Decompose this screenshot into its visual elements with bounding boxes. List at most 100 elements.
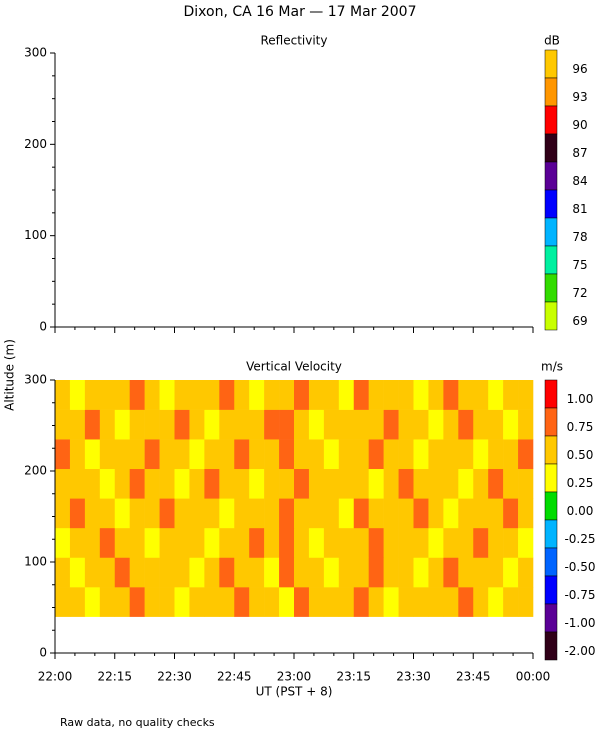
heatmap-cell xyxy=(55,439,71,470)
heatmap-cell xyxy=(189,468,205,499)
heatmap-cell xyxy=(189,527,205,558)
heatmap-cell xyxy=(338,409,355,440)
heatmap-cell xyxy=(69,557,86,588)
heatmap-cell xyxy=(279,498,295,529)
colorbar-box xyxy=(544,379,558,409)
heatmap-cell xyxy=(353,557,369,588)
heatmap-cell xyxy=(338,439,355,470)
heatmap-cell xyxy=(473,557,489,588)
heatmap-cell xyxy=(458,380,474,410)
heatmap-cell xyxy=(428,557,444,588)
heatmap-cell xyxy=(234,409,250,440)
colorbar-label: 0.50 xyxy=(567,448,594,462)
y-tick-label: 0 xyxy=(39,646,47,660)
heatmap-cell xyxy=(308,468,325,499)
heatmap-cell xyxy=(84,468,101,499)
heatmap-cell xyxy=(279,409,295,440)
heatmap-cell xyxy=(323,439,340,470)
x-tick-label: 22:45 xyxy=(217,670,252,684)
heatmap-cell xyxy=(219,527,235,558)
heatmap-cell xyxy=(518,380,534,410)
heatmap-cell xyxy=(279,527,295,558)
colorbar-box xyxy=(544,301,558,331)
heatmap-cell xyxy=(219,409,235,440)
heatmap-cell xyxy=(294,468,310,499)
heatmap-cell xyxy=(503,380,519,410)
heatmap-cell xyxy=(413,468,429,499)
x-tick-label: 23:00 xyxy=(277,670,312,684)
heatmap-cell xyxy=(114,498,130,529)
heatmap-cell xyxy=(204,557,220,588)
heatmap-cell xyxy=(84,557,101,588)
heatmap-cell xyxy=(84,527,101,558)
heatmap-cell xyxy=(443,527,459,558)
heatmap-cell xyxy=(234,468,250,499)
heatmap-cell xyxy=(353,498,369,529)
heatmap-cell xyxy=(353,587,369,617)
heatmap-cell xyxy=(518,439,534,470)
heatmap-cell xyxy=(398,557,414,588)
y-tick-label: 100 xyxy=(24,555,47,569)
heatmap-cell xyxy=(398,527,414,558)
heatmap-cell xyxy=(458,557,474,588)
heatmap-cell xyxy=(189,498,205,529)
heatmap-cell xyxy=(503,468,519,499)
heatmap-cell xyxy=(428,587,444,617)
heatmap-cell xyxy=(174,557,190,588)
heatmap-cell xyxy=(159,587,175,617)
heatmap-cell xyxy=(99,527,116,558)
heatmap-cell xyxy=(458,498,474,529)
heatmap-cell xyxy=(249,468,265,499)
heatmap-cell xyxy=(503,409,519,440)
heatmap-cell xyxy=(99,380,116,410)
heatmap-cell xyxy=(428,409,444,440)
heatmap-cell xyxy=(383,439,399,470)
heatmap-cell xyxy=(338,557,355,588)
panel-title: Reflectivity xyxy=(260,34,327,48)
heatmap-cell xyxy=(234,380,250,410)
heatmap-cell xyxy=(144,527,160,558)
colorbar-box xyxy=(544,49,558,79)
heatmap-cell xyxy=(294,527,310,558)
heatmap-cell xyxy=(129,380,145,410)
heatmap-cell xyxy=(234,587,250,617)
heatmap-cell xyxy=(323,409,340,440)
heatmap-cell xyxy=(55,409,71,440)
colorbar-label: 93 xyxy=(572,90,587,104)
colorbar-box xyxy=(544,631,558,661)
heatmap-cell xyxy=(204,468,220,499)
heatmap-cell xyxy=(264,527,280,558)
x-tick-label: 23:45 xyxy=(456,670,491,684)
colorbar-label: -0.25 xyxy=(564,532,595,546)
colorbar-label: 72 xyxy=(572,286,587,300)
x-tick-label: 00:00 xyxy=(516,670,551,684)
heatmap-cell xyxy=(294,498,310,529)
heatmap-cell xyxy=(398,498,414,529)
colorbar-box xyxy=(544,133,558,163)
heatmap-cell xyxy=(323,380,340,410)
heatmap-cell xyxy=(443,380,459,410)
heatmap-cell xyxy=(488,439,504,470)
heatmap-cell xyxy=(308,380,325,410)
footnote: Raw data, no quality checks xyxy=(60,716,215,729)
x-tick-label: 22:00 xyxy=(38,670,73,684)
heatmap-cell xyxy=(55,498,71,529)
heatmap-cell xyxy=(368,409,384,440)
heatmap-cell xyxy=(84,439,101,470)
heatmap-cell xyxy=(264,498,280,529)
heatmap-cell xyxy=(219,498,235,529)
heatmap-cell xyxy=(174,587,190,617)
colorbar-box xyxy=(544,519,558,549)
heatmap-cell xyxy=(219,587,235,617)
heatmap-cell xyxy=(249,557,265,588)
colorbar-label: -1.00 xyxy=(564,616,595,630)
colorbar-label: 87 xyxy=(572,146,587,160)
heatmap-cell xyxy=(294,587,310,617)
heatmap-cell xyxy=(413,557,429,588)
heatmap-cell xyxy=(383,409,399,440)
colorbar-label: 75 xyxy=(572,258,587,272)
heatmap-cell xyxy=(159,439,175,470)
heatmap-cell xyxy=(174,527,190,558)
heatmap-cell xyxy=(398,409,414,440)
y-tick-label: 100 xyxy=(24,228,47,242)
